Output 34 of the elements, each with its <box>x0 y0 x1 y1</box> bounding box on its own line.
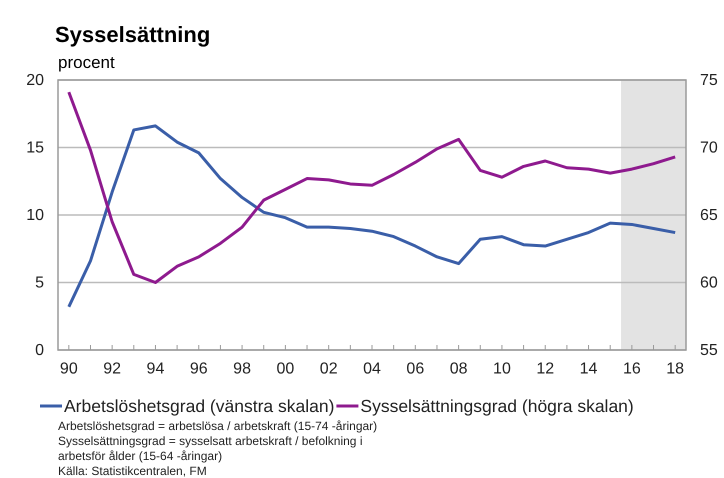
y-tick-label: 5 <box>35 274 44 292</box>
x-tick-label: 96 <box>190 360 208 378</box>
y-tick-label: 15 <box>26 140 44 157</box>
y-tick-label: 10 <box>26 207 44 224</box>
x-tick-label: 98 <box>233 360 252 378</box>
text: Arbetslöshetsgrad = arbetslösa / arbetskraft (15-74 -åringar) <box>58 419 378 433</box>
legend-label: Arbetslöshetsgrad (vänstra skalan) <box>64 396 334 416</box>
line-series <box>67 90 677 284</box>
y2-tick-label: 75 <box>700 72 718 90</box>
x-tick-label: 08 <box>450 360 468 378</box>
x-tick-label: 12 <box>536 360 554 378</box>
x-tick-label: 14 <box>580 360 598 378</box>
y2-tick-label: 55 <box>700 342 718 360</box>
y-tick-label: 20 <box>26 72 44 90</box>
x-tick-label: 02 <box>320 360 338 378</box>
x-tick-label: 16 <box>622 360 641 378</box>
x-tick-label: 04 <box>363 360 381 378</box>
y2-tick-label: 70 <box>700 140 718 157</box>
x-tick-label: 18 <box>666 360 684 378</box>
y-tick-label: 0 <box>35 342 44 360</box>
legend-label: Sysselsättningsgrad (högra skalan) <box>360 396 634 416</box>
x-tick-label: 00 <box>276 360 294 378</box>
x-tick-label: 10 <box>493 360 511 378</box>
chart-subtitle: procent <box>58 53 115 72</box>
line-series <box>67 124 677 308</box>
y2-tick-label: 60 <box>700 274 718 292</box>
x-tick-label: 90 <box>60 360 78 378</box>
x-tick-label: 06 <box>406 360 424 378</box>
y2-tick-label: 65 <box>700 207 718 224</box>
chart-title: Sysselsättning <box>55 22 210 47</box>
x-tick-label: 92 <box>103 360 122 378</box>
text: Källa: Statistikcentralen, FM <box>58 464 207 478</box>
x-tick-label: 94 <box>146 360 164 378</box>
text: Sysselsättningsgrad = sysselsatt arbetskraft / befolkning i arbetsför ålder (15-64 -åringar) <box>58 434 362 463</box>
